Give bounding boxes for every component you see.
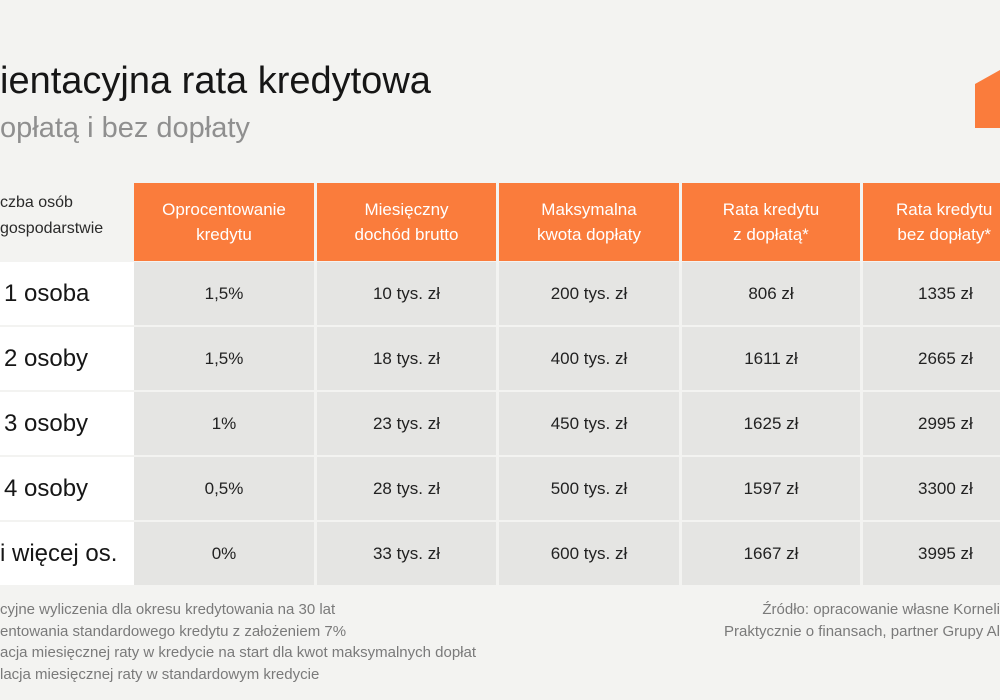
table-cell: 1597 zł	[682, 457, 860, 520]
table-cell: 450 tys. zł	[499, 392, 679, 455]
table-cell: 18 tys. zł	[317, 327, 496, 390]
table-cell: 1625 zł	[682, 392, 860, 455]
page-title: ientacyjna rata kredytowa	[0, 60, 431, 102]
table-cell: 10 tys. zł	[317, 262, 496, 325]
table-cell: 2665 zł	[863, 327, 1000, 390]
table-row: 1 osoba 1,5% 10 tys. zł 200 tys. zł 806 …	[0, 262, 1000, 325]
table-cell: 23 tys. zł	[317, 392, 496, 455]
table-row: 3 osoby 1% 23 tys. zł 450 tys. zł 1625 z…	[0, 392, 1000, 455]
row-header-line: czba osób	[0, 194, 73, 211]
table-cell: 806 zł	[682, 262, 860, 325]
table-cell: 1335 zł	[863, 262, 1000, 325]
source-note: Źródło: opracowanie własne Korneli Prakt…	[670, 599, 1000, 642]
table-cell: 500 tys. zł	[499, 457, 679, 520]
table-row: 4 osoby 0,5% 28 tys. zł 500 tys. zł 1597…	[0, 457, 1000, 520]
table-cell: 1,5%	[134, 262, 314, 325]
row-header-label: czba osób gospodarstwie	[0, 190, 132, 242]
column-header: Rata kredytu z dopłatą*	[682, 183, 860, 261]
table-row: 2 osoby 1,5% 18 tys. zł 400 tys. zł 1611…	[0, 327, 1000, 390]
source-line: Źródło: opracowanie własne Korneli	[762, 601, 1000, 618]
source-line: Praktycznie o finansach, partner Grupy A…	[724, 622, 1000, 640]
column-header: Miesięczny dochód brutto	[317, 183, 496, 261]
table-cell: 1667 zł	[682, 522, 860, 585]
footnote-line: lacja miesięcznej raty w standardowym kr…	[0, 665, 320, 683]
column-header: Oprocentowanie kredytu	[134, 183, 314, 261]
row-label: 1 osoba	[0, 262, 134, 325]
table-cell: 1,5%	[134, 327, 314, 390]
footnote-line: acja miesięcznej raty w kredycie na star…	[0, 644, 477, 661]
table-cell: 400 tys. zł	[499, 327, 679, 390]
table-cell: 0%	[134, 522, 314, 585]
table-cell: 28 tys. zł	[317, 457, 496, 520]
table-cell: 600 tys. zł	[499, 522, 679, 585]
footnote-line: entowania standardowego kredytu z założe…	[0, 622, 347, 640]
row-header-line: gospodarstwie	[0, 220, 104, 237]
row-label: 4 osoby	[0, 457, 134, 520]
row-label: i więcej os.	[0, 522, 134, 585]
table-row: i więcej os. 0% 33 tys. zł 600 tys. zł 1…	[0, 522, 1000, 585]
table-cell: 200 tys. zł	[499, 262, 679, 325]
page-subtitle: opłatą i bez dopłaty	[0, 112, 250, 144]
column-header: Rata kredytu bez dopłaty*	[863, 183, 1000, 261]
row-label: 2 osoby	[0, 327, 134, 390]
table-cell: 2995 zł	[863, 392, 1000, 455]
table-header: Oprocentowanie kredytu Miesięczny dochód…	[134, 183, 1000, 261]
footnotes: cyjne wyliczenia dla okresu kredytowania…	[0, 599, 560, 685]
table-cell: 33 tys. zł	[317, 522, 496, 585]
table-cell: 1%	[134, 392, 314, 455]
table-cell: 3300 zł	[863, 457, 1000, 520]
row-label: 3 osoby	[0, 392, 134, 455]
column-header: Maksymalna kwota dopłaty	[499, 183, 679, 261]
footnote-line: cyjne wyliczenia dla okresu kredytowania…	[0, 601, 336, 618]
house-logo-icon	[975, 70, 1000, 128]
table-cell: 3995 zł	[863, 522, 1000, 585]
table-cell: 1611 zł	[682, 327, 860, 390]
table-cell: 0,5%	[134, 457, 314, 520]
